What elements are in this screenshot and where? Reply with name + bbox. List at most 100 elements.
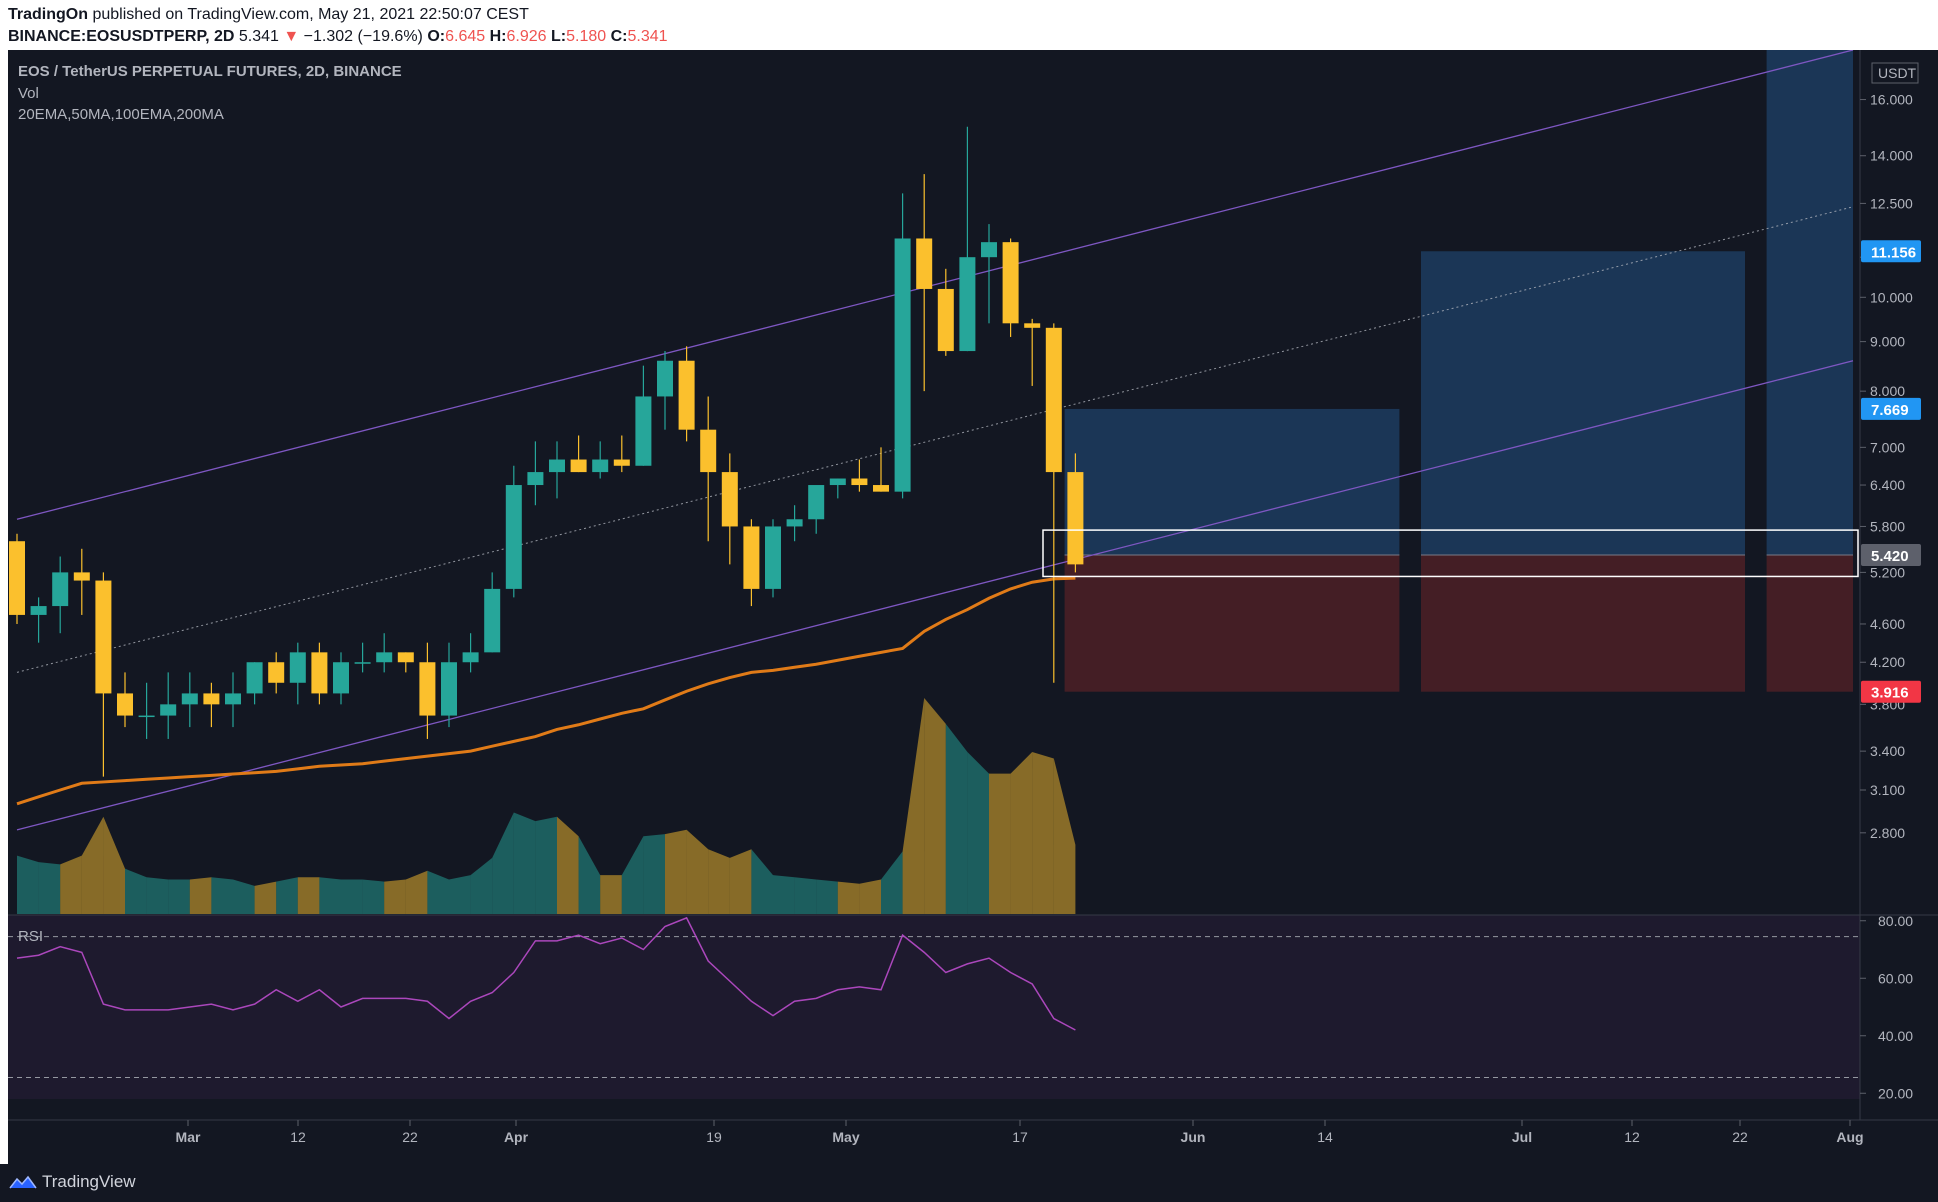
price-pill — [1861, 397, 1921, 420]
trend-channel[interactable] — [16, 50, 1854, 831]
price-pill — [1861, 680, 1921, 703]
price-tick-label: 12.500 — [1870, 195, 1913, 211]
price-tick-label: 4.200 — [1870, 654, 1905, 670]
time-tick-label: 22 — [402, 1129, 418, 1145]
position-boxes[interactable] — [1064, 50, 1853, 692]
volume-bar — [794, 877, 817, 914]
volume-bar — [125, 868, 147, 914]
volume-bar — [881, 851, 903, 914]
candle-body — [225, 693, 241, 705]
last-price: 5.341 — [238, 28, 279, 45]
candle-body — [527, 472, 544, 486]
high-value: 6.926 — [506, 28, 547, 45]
price-tick-label: 7.000 — [1870, 439, 1905, 455]
time-tick-label: 22 — [1732, 1129, 1748, 1145]
volume-legend[interactable]: Vol — [18, 85, 39, 102]
candle-body — [95, 580, 112, 694]
rsi-tick-label: 20.00 — [1878, 1085, 1913, 1101]
position-stop-zone — [1766, 554, 1853, 692]
time-tick-label: 17 — [1012, 1129, 1028, 1145]
time-tick-label: Apr — [504, 1129, 529, 1145]
price-tick-label: 4.600 — [1870, 616, 1905, 632]
candle-body — [721, 472, 738, 527]
price-pill — [1861, 240, 1921, 263]
volume-bar — [1010, 752, 1033, 914]
candle-body — [959, 257, 976, 352]
channel-line-lower — [16, 360, 1854, 831]
volume-bar — [81, 816, 104, 914]
volume-bar — [319, 877, 341, 914]
price-tick-label: 14.000 — [1870, 148, 1913, 164]
candle-body — [160, 704, 177, 716]
volume-bar — [362, 879, 385, 914]
volume-bar — [233, 879, 255, 914]
time-tick-label: 12 — [290, 1129, 306, 1145]
volume-bar — [989, 773, 1011, 914]
price-pill — [1861, 543, 1921, 566]
rsi-tick-label: 40.00 — [1878, 1028, 1913, 1044]
candle-body — [657, 360, 673, 397]
volume-bar — [600, 875, 622, 914]
candle-body — [246, 662, 263, 694]
price-pill-text: 5.420 — [1871, 548, 1909, 565]
candle-body — [1024, 323, 1041, 328]
candle-body — [462, 652, 479, 663]
candle-body — [203, 693, 220, 705]
volume-bar — [535, 816, 557, 914]
volume-bar — [643, 834, 665, 914]
candle-body — [743, 526, 760, 589]
publish-line: TradingOn published on TradingView.com, … — [8, 6, 529, 24]
price-tick-label: 5.200 — [1870, 564, 1905, 580]
candle-body — [117, 693, 133, 716]
unit-box — [1871, 62, 1919, 84]
channel-line-upper — [16, 50, 1854, 520]
volume-bar — [60, 855, 82, 914]
volume-bar — [924, 698, 946, 914]
volume-bar — [449, 875, 471, 914]
chart-header: TradingOn published on TradingView.com, … — [0, 0, 1938, 50]
price-tick-label: 9.000 — [1870, 334, 1905, 350]
rsi-axis: 80.00 60.00 40.00 20.00 — [1860, 913, 1913, 1101]
candle-body — [916, 238, 933, 289]
tradingview-logo-icon[interactable] — [8, 1174, 38, 1192]
footer-brand[interactable]: TradingView — [42, 1172, 136, 1191]
time-tick-label: Aug — [1836, 1129, 1863, 1145]
volume-bar — [513, 812, 536, 914]
rsi-legend[interactable]: RSI — [18, 928, 43, 945]
price-chart[interactable]: 16.00014.00012.50011.00010.0009.0008.000… — [0, 50, 1938, 1164]
volume-bar — [276, 877, 298, 914]
candle-body — [873, 485, 889, 492]
volume-bar — [816, 879, 838, 914]
ohlc-line: BINANCE:EOSUSDTPERP, 2D 5.341 ▼ −1.302 (… — [8, 28, 668, 46]
volume-bar — [621, 836, 644, 914]
candle-body — [289, 652, 306, 683]
volume-bar — [168, 879, 190, 914]
publisher-name[interactable]: TradingOn — [8, 6, 88, 23]
candle-body — [1002, 242, 1019, 324]
open-value: 6.645 — [445, 28, 486, 45]
volume-bar — [427, 870, 449, 914]
candle-body — [181, 693, 198, 705]
volume-bar — [729, 849, 752, 914]
candle-body — [894, 238, 911, 492]
volume-bar — [492, 812, 514, 914]
close-value: 5.341 — [627, 28, 668, 45]
candles[interactable] — [9, 126, 1084, 777]
time-axis[interactable]: Mar 12 22 Apr 19 May 17 Jun 14 Jul 12 22 Aug — [176, 1120, 1864, 1145]
position-target-zone — [1064, 408, 1400, 555]
candle-body — [937, 288, 954, 352]
price-tick-label: 8.000 — [1870, 383, 1905, 399]
moving-average — [16, 576, 1076, 806]
time-tick-label: Mar — [176, 1129, 201, 1145]
rsi-tick-label: 60.00 — [1878, 970, 1913, 986]
ma-legend[interactable]: 20EMA,50MA,100EMA,200MA — [18, 106, 224, 123]
chart-title[interactable]: EOS / TetherUS PERPETUAL FUTURES, 2D, BI… — [18, 63, 402, 80]
position-stop-zone — [1064, 554, 1400, 692]
down-triangle-icon: ▼ — [283, 28, 300, 45]
position-target-zone — [1421, 251, 1745, 555]
price-pill-text: 7.669 — [1871, 402, 1909, 419]
entry-box[interactable] — [1042, 529, 1859, 578]
candle-body — [441, 662, 457, 716]
candle-body — [765, 526, 781, 589]
candle-body — [333, 662, 349, 694]
